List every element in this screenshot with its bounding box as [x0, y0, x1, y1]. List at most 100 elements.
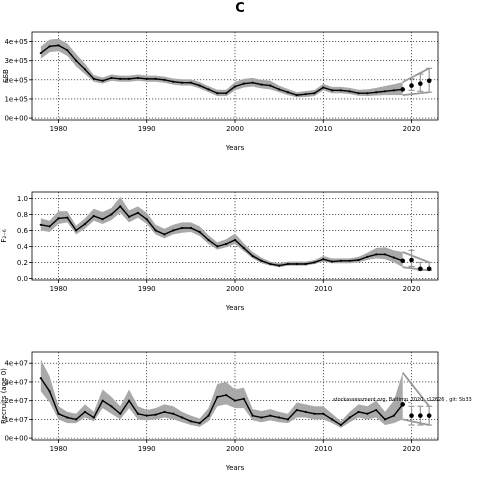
- y-tick-label: 1.0: [17, 195, 28, 203]
- projection-point: [409, 257, 414, 263]
- y-tick-label: 4e+05: [4, 38, 28, 46]
- data-point: [278, 88, 281, 91]
- x-tick-label: 1980: [50, 445, 68, 453]
- data-point: [127, 77, 131, 80]
- data-point: [101, 79, 104, 82]
- y-tick-label: 2e+05: [4, 76, 28, 84]
- data-point: [295, 262, 298, 266]
- data-point: [313, 261, 316, 264]
- data-point: [145, 77, 148, 80]
- data-point: [48, 45, 51, 48]
- data-point: [136, 76, 140, 80]
- x-tick-label: 1990: [138, 285, 156, 293]
- data-point: [119, 412, 122, 415]
- data-point: [251, 254, 254, 258]
- data-point: [225, 242, 228, 246]
- data-point: [348, 90, 351, 93]
- projection-lower-line: [402, 266, 430, 272]
- data-point: [207, 238, 210, 242]
- data-point: [304, 93, 307, 96]
- data-point: [66, 49, 69, 52]
- projection-point: [418, 266, 423, 272]
- data-point: [278, 416, 281, 419]
- data-point: [366, 412, 369, 415]
- projection-point: [418, 81, 423, 86]
- confidence-band: [40, 196, 403, 268]
- data-point: [172, 80, 175, 83]
- data-point: [242, 246, 245, 250]
- data-point: [189, 226, 192, 230]
- data-point: [330, 260, 334, 263]
- data-point: [154, 77, 157, 80]
- data-point: [304, 262, 307, 266]
- projection-lower-line: [402, 91, 430, 97]
- data-point: [66, 416, 69, 419]
- x-tick-label: 2000: [226, 285, 244, 293]
- data-point: [357, 410, 360, 414]
- data-point: [260, 83, 263, 86]
- data-point: [304, 410, 307, 414]
- data-point: [348, 259, 351, 262]
- data-point: [339, 423, 343, 427]
- projection-upper-line: [402, 251, 430, 264]
- data-point: [180, 81, 184, 84]
- y-tick-label: 0.2: [17, 259, 28, 267]
- data-point: [154, 229, 157, 232]
- data-point: [154, 413, 157, 416]
- data-point: [269, 414, 272, 417]
- x-tick-label: 2010: [314, 445, 332, 453]
- data-point: [375, 91, 378, 94]
- data-point: [127, 215, 131, 218]
- data-point: [57, 44, 60, 47]
- data-point: [198, 422, 201, 425]
- data-point: [242, 397, 245, 400]
- data-point: [145, 218, 148, 221]
- data-point: [392, 256, 395, 259]
- estimate-line: [40, 205, 403, 267]
- projection-start-point: [400, 258, 405, 264]
- data-point: [119, 205, 122, 208]
- data-point: [39, 377, 42, 380]
- projection-upper-line: [402, 67, 430, 83]
- estimate-line: [40, 377, 404, 426]
- data-point: [392, 414, 395, 417]
- data-point: [357, 92, 360, 95]
- data-point: [233, 238, 237, 242]
- data-point: [251, 81, 254, 84]
- y-tick-label: 0.6: [17, 227, 29, 235]
- data-point: [83, 222, 87, 226]
- data-point: [110, 76, 113, 80]
- data-point: [92, 214, 95, 218]
- confidence-band: [40, 38, 403, 98]
- data-point: [92, 416, 95, 419]
- data-point: [225, 393, 228, 397]
- y-axis-label: SSB: [2, 69, 10, 83]
- data-point: [110, 213, 113, 216]
- data-point: [295, 94, 298, 97]
- x-tick-label: 1980: [50, 125, 68, 133]
- data-point: [233, 399, 237, 402]
- data-point: [198, 230, 201, 234]
- data-point: [66, 216, 69, 219]
- data-point: [286, 91, 290, 94]
- figure-title: C: [235, 1, 245, 16]
- x-tick-label: 1980: [50, 285, 68, 293]
- data-point: [180, 226, 184, 230]
- data-point: [322, 412, 325, 415]
- data-point: [101, 218, 104, 221]
- data-point: [375, 253, 378, 256]
- x-tick-label: 2020: [403, 285, 421, 293]
- x-tick-label: 1990: [138, 445, 156, 453]
- projection-point: [426, 266, 432, 272]
- data-point: [375, 408, 378, 412]
- data-point: [251, 414, 254, 417]
- x-tick-label: 2000: [226, 445, 244, 453]
- data-point: [383, 253, 387, 256]
- data-point: [225, 92, 228, 95]
- x-tick-label: 2020: [403, 445, 421, 453]
- data-point: [260, 259, 263, 262]
- data-point: [313, 92, 316, 95]
- x-axis-label: Years: [225, 304, 245, 312]
- data-point: [101, 399, 104, 402]
- data-point: [357, 258, 360, 262]
